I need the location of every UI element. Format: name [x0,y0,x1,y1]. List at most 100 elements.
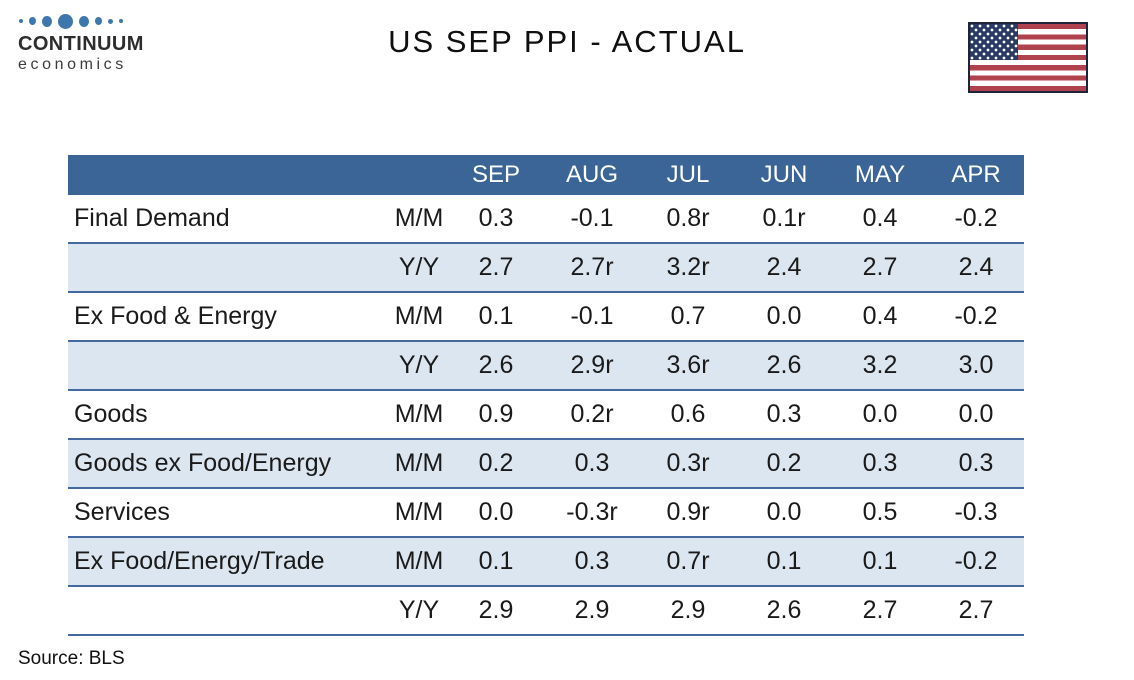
table-row: Y/Y 2.9 2.9 2.9 2.6 2.7 2.7 [68,586,1024,636]
value-cell: 0.0 [478,498,514,526]
value-cell: 0.7 [670,302,706,330]
value-cell: 2.9 [640,586,736,636]
table-row: Goods M/M 0.9 0.2r 0.6 0.3 0.0 0.0 [68,390,1024,439]
row-measure: Y/Y [390,586,448,636]
value-cell: 2.9 [448,586,544,636]
value-cell: 0.9 [478,400,514,428]
value-cell: 0.0 [958,400,994,428]
value-cell: 0.3 [478,204,514,232]
row-measure: M/M [394,204,444,232]
logo-dots-icon [19,12,144,30]
value-cell: 0.4 [862,302,898,330]
value-cell: 0.7r [640,536,736,587]
row-measure: Y/Y [390,242,448,293]
value-cell: -0.1 [570,204,614,232]
value-cell: 0.0 [862,400,898,428]
value-cell: 2.7r [544,242,640,293]
value-cell: 2.6 [736,586,832,636]
row-label: Goods ex Food/Energy [68,438,390,489]
row-label: Ex Food/Energy/Trade [68,536,390,587]
logo-dot [42,15,52,27]
row-measure: M/M [394,400,444,428]
ppi-table: SEP AUG JUL JUN MAY APR Final Demand M/M 0.3 -0.… [68,155,1024,636]
table-body: Final Demand M/M 0.3 -0.1 0.8r 0.1r 0.4 -0.2 Y/Y… [68,195,1024,636]
value-cell: 3.6r [640,340,736,391]
value-cell: -0.1 [570,302,614,330]
table-row: Ex Food/Energy/Trade M/M 0.1 0.3 0.7r 0.1 0.1-… [68,536,1024,587]
value-cell: -0.2 [954,302,998,330]
value-cell: 0.0 [766,498,802,526]
value-cell: 3.0 [928,340,1024,391]
table-row: Goods ex Food/Energy M/M 0.2 0.3 0.3r 0.2 0.3 0… [68,438,1024,489]
page-title: US SEP PPI - ACTUAL [388,24,746,59]
value-cell: 0.3r [640,438,736,489]
source-note: Source: BLS [18,648,125,669]
value-cell: 0.1 [448,536,544,587]
value-cell: 2.7 [832,586,928,636]
header-label-spacer [68,155,390,195]
value-cell: 0.0 [766,302,802,330]
logo-dot [19,19,23,23]
row-label: Services [74,498,170,526]
value-cell: 0.1 [478,302,514,330]
value-cell: 0.4 [862,204,898,232]
value-cell: 0.2 [448,438,544,489]
column-header-may: MAY [832,155,928,195]
column-header-jul: JUL [640,155,736,195]
row-label: Goods [74,400,148,428]
column-header-jun: JUN [736,155,832,195]
value-cell: 2.6 [448,340,544,391]
table-row: Y/Y 2.7 2.7r 3.2r 2.4 2.7 2.4 [68,242,1024,293]
table-row: Services M/M 0.0 -0.3r 0.9r 0.0 0.5 -0.3 [68,488,1024,537]
flag-canton [970,24,1018,60]
table-row: Ex Food & Energy M/M 0.1 -0.1 0.7 0.0 0.4 -0.2 [68,292,1024,341]
value-cell: 0.2r [570,400,614,428]
value-cell: -0.3r [566,498,618,526]
column-header-sep: SEP [448,155,544,195]
value-cell: 2.7 [832,242,928,293]
value-cell: 0.3 [832,438,928,489]
table-header-row: SEP AUG JUL JUN MAY APR [68,155,1024,195]
logo-dot [108,18,113,24]
logo-name: CONTINUUM [18,33,144,55]
value-cell: 2.7 [928,586,1024,636]
row-measure: M/M [394,498,444,526]
row-label: Final Demand [74,204,230,232]
value-cell: 0.3 [544,438,640,489]
table-row: Final Demand M/M 0.3 -0.1 0.8r 0.1r 0.4 -0.2 [68,195,1024,243]
logo-dot [58,13,73,29]
logo-dot [95,17,102,25]
value-cell: 0.1 [736,536,832,587]
value-cell: 3.2r [640,242,736,293]
value-cell: -0.2 [954,204,998,232]
value-cell: -0.2 [928,536,1024,587]
value-cell: 2.4 [736,242,832,293]
table-row: Y/Y 2.6 2.9r 3.6r 2.6 3.2 3.0 [68,340,1024,391]
row-label [68,242,390,293]
logo-dot [79,15,89,27]
value-cell: -0.3 [954,498,998,526]
value-cell: 2.4 [928,242,1024,293]
value-cell: 0.1 [832,536,928,587]
value-cell: 0.3 [928,438,1024,489]
value-cell: 2.6 [736,340,832,391]
row-measure: M/M [394,302,444,330]
value-cell: 0.5 [862,498,898,526]
header-measure-spacer [390,155,448,195]
value-cell: 0.9r [666,498,710,526]
value-cell: 0.8r [666,204,710,232]
column-header-aug: AUG [544,155,640,195]
logo-tagline: economics [18,56,127,73]
row-measure: Y/Y [390,340,448,391]
row-label [68,340,390,391]
value-cell: 0.2 [736,438,832,489]
us-flag-icon [968,22,1088,93]
logo-dot [29,17,36,25]
value-cell: 0.6 [670,400,706,428]
value-cell: 0.3 [544,536,640,587]
value-cell: 2.7 [448,242,544,293]
column-header-apr: APR [928,155,1024,195]
value-cell: 2.9 [544,586,640,636]
value-cell: 0.3 [766,400,802,428]
row-measure: M/M [390,438,448,489]
